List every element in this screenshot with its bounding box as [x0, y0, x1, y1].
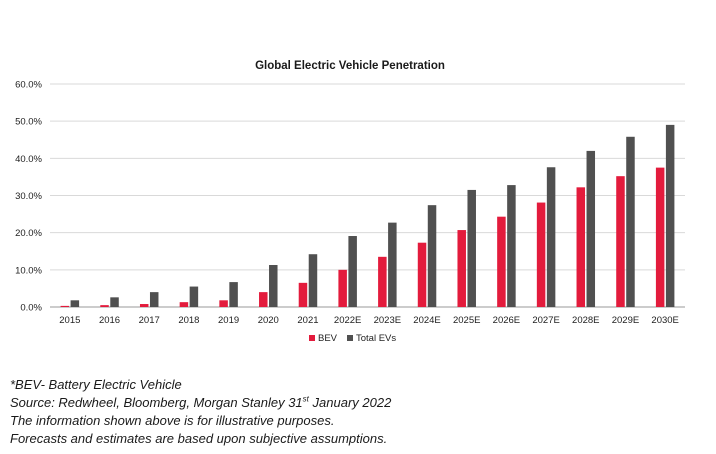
legend-label-total-evs: Total EVs	[356, 333, 396, 344]
y-tick-label: 20.0%	[15, 228, 42, 239]
bar-bev	[576, 187, 586, 307]
bar-total-evs	[586, 150, 596, 307]
bar-total-evs	[427, 205, 437, 307]
x-tick-label: 2025E	[453, 315, 480, 326]
bar-total-evs	[189, 286, 199, 307]
y-tick-label: 60.0%	[15, 80, 42, 91]
bar-total-evs	[388, 222, 397, 307]
bar-total-evs	[546, 167, 556, 307]
note-source-main: Source: Redwheel, Bloomberg, Morgan Stan…	[10, 395, 303, 410]
note-source: Source: Redwheel, Bloomberg, Morgan Stan…	[10, 394, 391, 412]
x-tick-label: 2028E	[572, 315, 599, 326]
chart-title: Global Electric Vehicle Penetration	[255, 60, 445, 72]
legend: BEV Total EVs	[309, 333, 396, 344]
bar-bev	[417, 242, 427, 307]
bar-bev	[536, 202, 546, 307]
bar-total-evs	[229, 282, 238, 307]
grid-lines	[50, 83, 685, 308]
bar-bev	[497, 216, 506, 307]
x-tick-label: 2030E	[651, 315, 678, 326]
y-tick-label: 40.0%	[15, 154, 42, 165]
bar-total-evs	[507, 185, 516, 307]
bars	[60, 124, 675, 307]
legend-label-bev: BEV	[318, 333, 338, 344]
x-tick-label: 2018	[178, 315, 199, 326]
note-bev-definition: *BEV- Battery Electric Vehicle	[10, 377, 182, 392]
x-tick-label: 2026E	[493, 315, 520, 326]
legend-swatch-bev	[309, 335, 315, 341]
x-tick-label: 2029E	[612, 315, 639, 326]
bar-bev	[378, 256, 387, 307]
bar-total-evs	[665, 124, 675, 307]
x-tick-label: 2022E	[334, 315, 361, 326]
bar-total-evs	[308, 254, 318, 307]
x-tick-label: 2015	[59, 315, 80, 326]
bar-bev	[616, 176, 625, 307]
note-source-tail: January 2022	[308, 395, 392, 410]
y-axis-ticks: 0.0% 10.0% 20.0% 30.0% 40.0% 50.0% 60.0%	[15, 80, 42, 314]
bar-total-evs	[626, 136, 635, 307]
y-tick-label: 30.0%	[15, 191, 42, 202]
bar-total-evs	[467, 189, 476, 307]
x-tick-label: 2016	[99, 315, 120, 326]
bar-bev	[655, 167, 665, 307]
y-tick-label: 10.0%	[15, 265, 42, 276]
bar-total-evs	[269, 265, 278, 307]
bar-bev	[259, 292, 268, 307]
x-tick-label: 2023E	[374, 315, 401, 326]
x-tick-label: 2019	[218, 315, 239, 326]
bar-total-evs	[110, 297, 119, 307]
note-forecasts: Forecasts and estimates are based upon s…	[10, 431, 388, 446]
x-tick-label: 2021	[297, 315, 318, 326]
bar-bev	[60, 305, 70, 307]
x-tick-label: 2027E	[532, 315, 559, 326]
note-illustrative: The information shown above is for illus…	[10, 413, 335, 428]
bar-bev	[100, 305, 109, 307]
x-tick-label: 2017	[139, 315, 160, 326]
bar-bev	[179, 302, 189, 307]
x-axis-ticks: 2015 2016 2017 2018 2019 2020 2021 2022E 2023E 20…	[59, 315, 679, 326]
bar-bev	[457, 230, 466, 307]
ev-penetration-chart: Global Electric Vehicle Penetration 0.0%…	[15, 60, 685, 344]
bar-bev	[139, 304, 149, 307]
notes: *BEV- Battery Electric Vehicle Source: R…	[10, 376, 391, 448]
bar-total-evs	[348, 236, 357, 307]
y-tick-label: 0.0%	[20, 303, 42, 314]
bar-total-evs	[70, 300, 80, 307]
legend-swatch-total-evs	[347, 335, 353, 341]
y-tick-label: 50.0%	[15, 117, 42, 128]
x-tick-label: 2020	[258, 315, 279, 326]
bar-bev	[219, 300, 228, 307]
bar-bev	[338, 269, 347, 307]
x-tick-label: 2024E	[413, 315, 440, 326]
bar-bev	[298, 282, 308, 307]
bar-total-evs	[149, 292, 159, 307]
note-source-sup: st	[302, 394, 309, 404]
